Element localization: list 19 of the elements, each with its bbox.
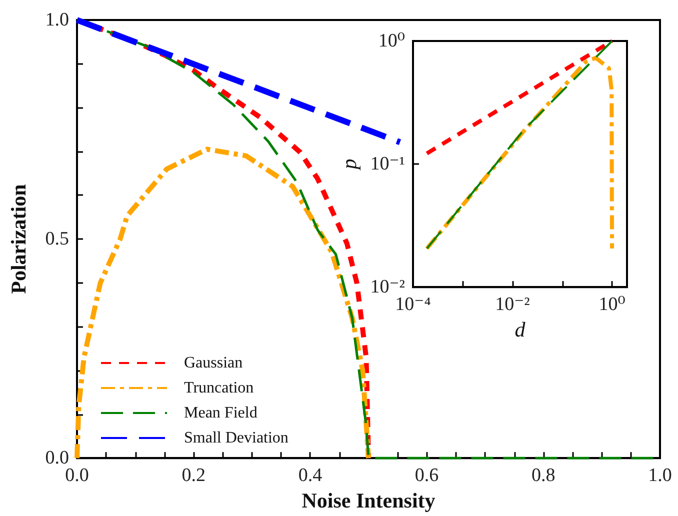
y-axis-title: Polarization [6,184,30,294]
x-tick-label: 10⁰ [598,294,626,316]
x-tick-label: 10⁻² [495,294,530,316]
y-tick-label: 1.0 [45,10,69,30]
x-tick-label: 1.0 [648,465,672,486]
y-axis-title: p [336,158,361,172]
y-tick-label: 0.5 [45,228,69,250]
y-tick-label: 10⁻¹ [370,154,406,175]
x-tick-label: 0.6 [414,465,439,486]
legend-label: Mean Field [184,404,258,422]
x-axis-title: Noise Intensity [302,488,436,512]
legend-label: Small Deviation [184,430,288,446]
x-axis-title: d [514,318,526,342]
legend-label: Gaussian [184,354,243,372]
x-tick-label: 0.8 [532,465,556,486]
legend-label: Truncation [184,380,254,396]
y-tick-label: 10⁰ [378,30,406,52]
x-tick-label: 0.2 [182,465,206,486]
x-tick-label: 0.4 [298,465,323,486]
